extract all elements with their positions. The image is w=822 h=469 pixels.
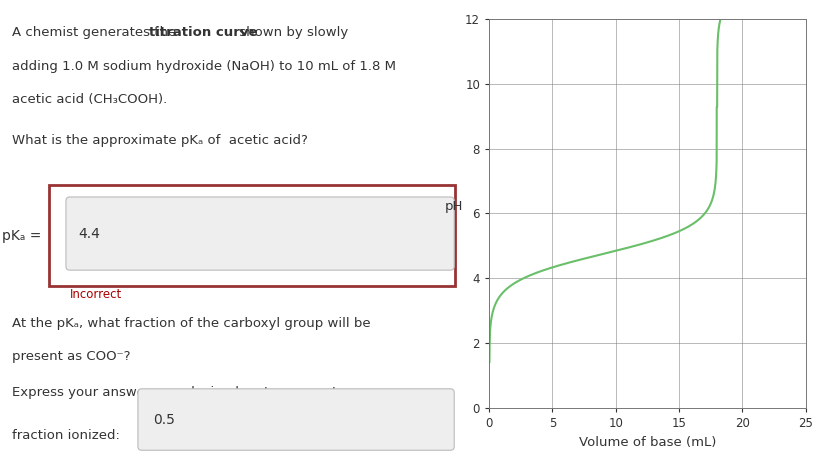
Text: 4.4: 4.4 [78, 227, 100, 241]
Text: 0.5: 0.5 [153, 413, 175, 426]
Text: acetic acid (CH₃COOH).: acetic acid (CH₃COOH). [12, 93, 167, 106]
Bar [48, 185, 455, 286]
Text: adding 1.0 M sodium hydroxide (NaOH) to 10 mL of 1.8 M: adding 1.0 M sodium hydroxide (NaOH) to … [12, 60, 395, 73]
Text: present as COO⁻?: present as COO⁻? [12, 350, 130, 363]
FancyBboxPatch shape [138, 389, 455, 450]
Text: pKₐ =: pKₐ = [2, 229, 42, 242]
Text: fraction ionized:: fraction ionized: [12, 429, 119, 442]
Y-axis label: pH: pH [445, 200, 463, 213]
Text: A chemist generates the: A chemist generates the [12, 26, 180, 39]
Text: Incorrect: Incorrect [70, 288, 122, 302]
Text: titration curve: titration curve [149, 26, 257, 39]
Text: shown by slowly: shown by slowly [235, 26, 349, 39]
Text: At the pKₐ, what fraction of the carboxyl group will be: At the pKₐ, what fraction of the carboxy… [12, 317, 370, 330]
FancyBboxPatch shape [66, 197, 455, 270]
Text: Express your answer as a decimal, not a percent.: Express your answer as a decimal, not a … [12, 386, 341, 399]
Text: What is the approximate pKₐ of  acetic acid?: What is the approximate pKₐ of acetic ac… [12, 134, 307, 147]
X-axis label: Volume of base (mL): Volume of base (mL) [579, 436, 716, 449]
